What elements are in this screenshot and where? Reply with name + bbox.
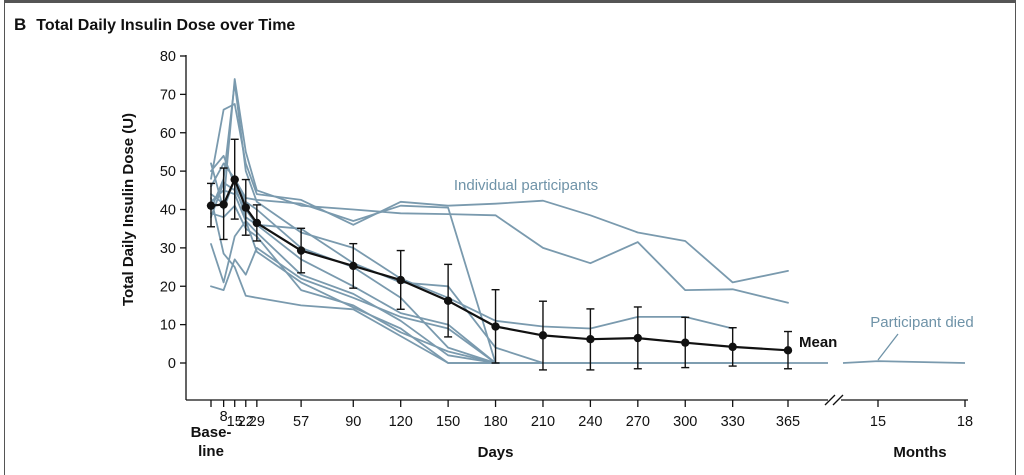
mean-point	[219, 200, 228, 209]
panel-title: B Total Daily Insulin Dose over Time	[14, 15, 295, 35]
mean-point	[349, 261, 358, 271]
x-tick-label: 300	[673, 414, 697, 430]
y-tick-label: 60	[160, 126, 176, 142]
mean-point	[538, 331, 548, 340]
y-tick-label: 30	[160, 241, 176, 257]
mean-point	[633, 333, 643, 343]
x-tick-label: 22	[238, 414, 254, 430]
mean-point	[230, 175, 239, 184]
x-tick-label: 210	[531, 414, 555, 430]
panel-letter: B	[14, 15, 27, 34]
annotation-participant-died-leader	[877, 333, 899, 361]
individual-line	[210, 181, 497, 364]
labels: Individual participants Participant died M…	[454, 177, 974, 361]
x-tick-label: 90	[345, 414, 361, 430]
x-tick-label: 270	[626, 414, 650, 430]
mean-point	[252, 218, 262, 228]
individual-line	[210, 197, 544, 364]
x-tick-label-month: 15	[870, 414, 886, 430]
x-tick-label: 120	[389, 414, 413, 430]
x-tick-label: 150	[436, 414, 460, 430]
individual-line	[210, 82, 734, 330]
x-axis-title-days: Days	[478, 444, 514, 461]
figure-frame	[4, 0, 1016, 475]
y-tick-label: 0	[168, 356, 176, 372]
x-tick-label: 8	[220, 409, 228, 425]
y-tick-label: 50	[160, 164, 176, 180]
x-tick-label: 57	[293, 414, 309, 430]
mean-point	[206, 201, 216, 210]
axis-break-mark	[832, 394, 844, 406]
mean-series	[206, 138, 793, 371]
mean-point	[728, 342, 737, 352]
x-tick-label: 15	[227, 414, 243, 430]
panel-title-text: Total Daily Insulin Dose over Time	[36, 17, 296, 34]
baseline-label-line1: Base-	[191, 424, 232, 441]
individual-line	[210, 78, 789, 304]
x-tick-label: 240	[578, 414, 602, 430]
mean-point	[296, 246, 306, 255]
mean-point	[586, 335, 595, 344]
individual-line	[210, 246, 497, 364]
y-tick-label: 80	[160, 49, 176, 65]
x-axis-title-months: Months	[893, 444, 946, 461]
mean-point	[681, 338, 690, 347]
y-tick-label: 20	[160, 279, 176, 295]
annotation-participant-died: Participant died	[870, 314, 973, 331]
baseline-label-line2: line	[198, 443, 224, 460]
mean-point	[443, 296, 453, 306]
y-tick-label: 70	[160, 87, 176, 103]
annotation-mean: Mean	[799, 334, 837, 351]
y-axis-title: Total Daily Insulin Dose (U)	[120, 113, 137, 306]
x-tick-label: 180	[483, 414, 507, 430]
y-tick-label: 40	[160, 203, 176, 219]
y-tick-label: 10	[160, 318, 176, 334]
annotation-individual-participants: Individual participants	[454, 177, 598, 194]
x-tick-label: 330	[721, 414, 745, 430]
individual-line-post-break	[842, 360, 966, 364]
mean-point	[396, 275, 405, 285]
mean-point	[491, 322, 500, 331]
axis-break-mark	[824, 394, 836, 406]
mean-line	[210, 178, 789, 352]
x-tick-label: 29	[249, 414, 265, 430]
x-tick-label-month: 18	[957, 414, 973, 430]
axes: 0 10 20 30 40 50 60 70 80 Total Daily Insulin Dos…	[120, 49, 973, 461]
mean-point	[783, 346, 793, 355]
individual-series	[210, 78, 966, 364]
mean-point	[241, 203, 250, 212]
x-tick-label: 365	[776, 414, 800, 430]
